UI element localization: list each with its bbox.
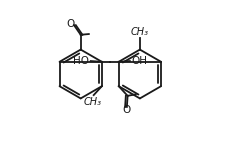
Text: OH: OH xyxy=(131,56,147,66)
Text: O: O xyxy=(122,105,130,115)
Text: HO: HO xyxy=(73,56,89,66)
Text: CH₃: CH₃ xyxy=(131,27,149,37)
Text: CH₃: CH₃ xyxy=(84,97,102,107)
Text: O: O xyxy=(66,19,74,29)
